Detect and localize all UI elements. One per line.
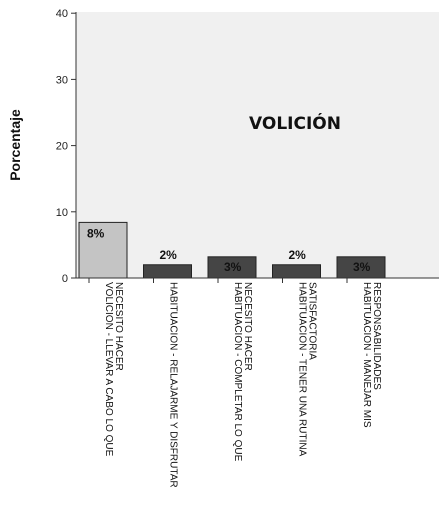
y-tick-label-10: 10 (56, 207, 68, 219)
category-label-5: HABITUACION - MANEJAR MIS RESPONSABILIDAD… (361, 282, 382, 428)
y-tick-label-0: 0 (62, 273, 68, 285)
category-label-4: HABITUACION - TENER UNA RUTINA SATISFACTO… (297, 282, 318, 457)
bars (78, 221, 386, 279)
data-label-3: 3% (224, 260, 242, 274)
data-label-2: 2% (160, 248, 178, 262)
category-label-4-line-2: SATISFACTORIA (307, 282, 318, 360)
category-label-5-line-1: HABITUACION - MANEJAR MIS (361, 282, 372, 428)
category-label-4-line-1: HABITUACION - TENER UNA RUTINA (297, 282, 308, 457)
category-label-2-line-1: HABITUACION - RELAJARME Y DISFRUTAR (168, 282, 179, 488)
plot-background (76, 12, 439, 278)
y-tick-label-40: 40 (56, 8, 68, 20)
bar-2 (143, 264, 192, 279)
category-label-3-line-2: NECESITO HACER (242, 282, 253, 371)
data-label-4: 2% (289, 248, 307, 262)
bar-4 (272, 264, 321, 279)
data-label-5: 3% (353, 260, 371, 274)
y-axis: 0 10 20 30 40 (56, 8, 76, 285)
category-label-5-line-2: RESPONSABILIDADES (371, 282, 382, 390)
y-axis-title: Porcentaje (7, 109, 23, 181)
category-label-3: HABITUACION - COMPLETAR LO QUE NECESITO H… (232, 282, 253, 462)
category-labels: VOLICION - LLEVAR A CABO LO QUE NECESITO … (88, 278, 382, 488)
bar-1 (78, 221, 128, 279)
chart-title: VOLICIÓN (249, 112, 341, 134)
category-label-1: VOLICION - LLEVAR A CABO LO QUE NECESITO … (103, 282, 124, 457)
category-label-2: HABITUACION - RELAJARME Y DISFRUTAR (168, 282, 179, 488)
category-label-1-line-2: NECESITO HACER (113, 282, 124, 371)
y-tick-label-30: 30 (56, 74, 68, 86)
data-label-1: 8% (87, 226, 105, 240)
category-label-3-line-1: HABITUACION - COMPLETAR LO QUE (232, 282, 243, 462)
data-labels: 8% 2% 3% 2% 3% (87, 226, 371, 273)
y-tick-label-20: 20 (56, 141, 68, 153)
category-label-1-line-1: VOLICION - LLEVAR A CABO LO QUE (103, 282, 114, 457)
